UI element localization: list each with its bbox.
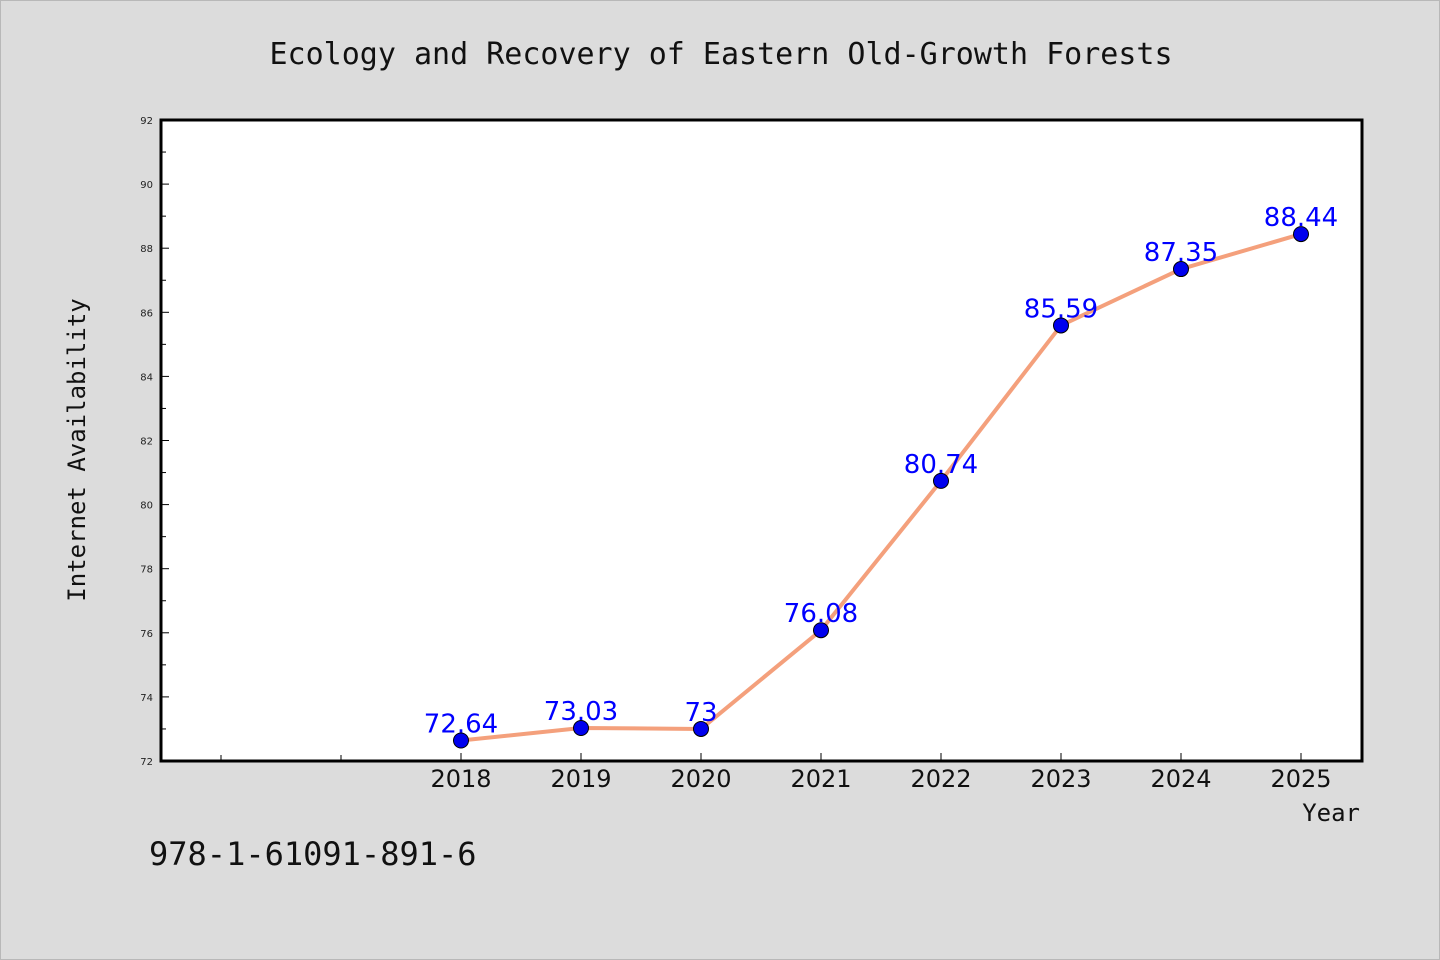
data-point: [1173, 261, 1189, 278]
y-tick-label: 80: [140, 501, 153, 512]
data-point: [453, 732, 469, 749]
y-tick-label: 88: [140, 244, 153, 255]
data-label: 72.64: [424, 709, 498, 739]
data-label: 88.44: [1264, 203, 1338, 233]
y-tick-label: 76: [140, 629, 153, 640]
y-tick-label: 92: [140, 116, 153, 127]
y-tick-label: 84: [140, 372, 153, 383]
y-tick-label: 90: [140, 180, 153, 191]
x-tick-label: 2022: [910, 765, 971, 793]
y-axis: 72 74 76 78 80 82 84 86 88 90 92: [140, 116, 169, 768]
x-tick-label: 2023: [1030, 765, 1091, 793]
data-label: 85.59: [1024, 294, 1098, 324]
y-tick-label: 82: [140, 437, 153, 448]
y-tick-label: 74: [140, 693, 153, 704]
data-label: 76.08: [784, 599, 858, 629]
x-tick-label: 2025: [1270, 765, 1331, 793]
data-point: [813, 622, 829, 639]
x-tick-label: 2019: [550, 765, 611, 793]
data-label: 87.35: [1144, 238, 1218, 268]
y-tick-label: 78: [140, 565, 153, 576]
series-line: [460, 232, 1302, 743]
chart-title: Ecology and Recovery of Eastern Old-Grow…: [269, 37, 1172, 72]
data-point: [573, 719, 589, 736]
data-point: [933, 472, 949, 489]
x-axis: 2018 2019 2020 2021 2022 2023 2024 2025: [220, 753, 1332, 793]
x-tick-label: 2024: [1150, 765, 1211, 793]
plot-area: [159, 118, 1364, 763]
data-label: 80.74: [904, 450, 978, 480]
x-axis-label: Year: [1302, 799, 1360, 827]
x-tick-label: 2018: [430, 765, 491, 793]
data-point: [1293, 226, 1309, 243]
data-point: [1053, 317, 1069, 334]
y-tick-label: 86: [140, 308, 153, 319]
data-label: 73: [684, 698, 717, 728]
series-line-group: 72.64 73.03 73 76.08 80.74 85.59 87.35 88.44: [424, 203, 1338, 749]
isbn-text: 978-1-61091-891-6: [149, 835, 477, 873]
y-tick-label: 72: [140, 757, 153, 768]
y-axis-label: Internet Availability: [63, 298, 91, 601]
data-point: [693, 720, 709, 737]
x-tick-label: 2021: [790, 765, 851, 793]
x-tick-label: 2020: [670, 765, 731, 793]
data-label: 73.03: [544, 697, 618, 727]
